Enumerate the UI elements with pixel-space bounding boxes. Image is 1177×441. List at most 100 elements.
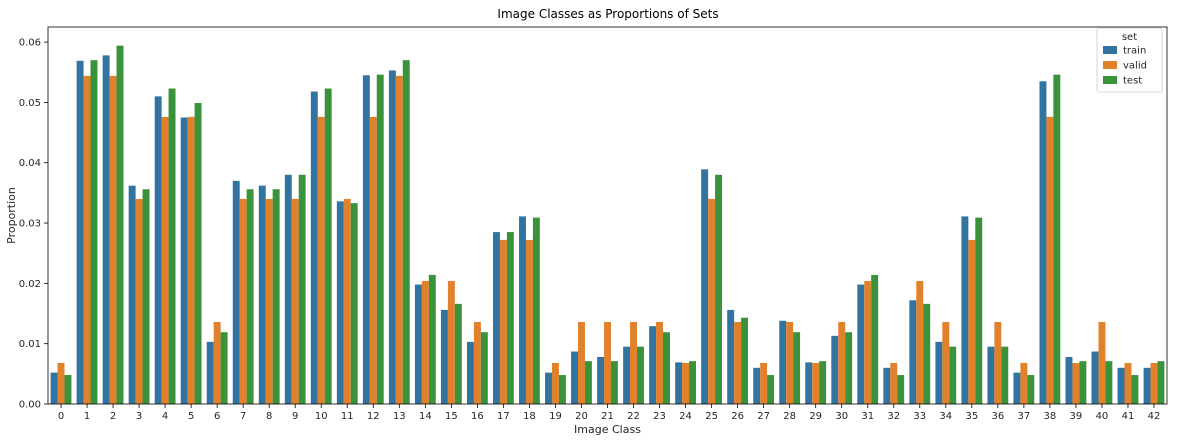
bar-test-1	[90, 60, 98, 405]
bar-valid-9	[291, 198, 299, 404]
bar-valid-4	[161, 116, 169, 404]
bar-train-30	[831, 335, 839, 404]
bar-valid-42	[1150, 362, 1158, 404]
x-tick-label: 8	[266, 411, 272, 422]
y-tick-label: 0.02	[19, 279, 41, 290]
bar-train-17	[492, 232, 500, 404]
bars-group	[50, 45, 1165, 405]
bar-train-6	[206, 341, 214, 404]
bar-test-19	[558, 375, 566, 404]
bar-valid-37	[1020, 362, 1028, 404]
bar-valid-22	[630, 321, 637, 404]
y-tick-label: 0.05	[19, 98, 41, 109]
x-tick-label: 38	[1044, 411, 1057, 422]
x-tick-label: 31	[861, 411, 874, 422]
x-tick-label: 34	[939, 411, 952, 422]
bar-train-11	[336, 201, 344, 404]
x-tick-label: 27	[757, 411, 770, 422]
bar-test-2	[116, 45, 124, 405]
bar-valid-23	[656, 321, 664, 404]
bar-train-40	[1091, 351, 1099, 404]
bar-valid-21	[604, 321, 611, 404]
bar-train-25	[701, 169, 709, 404]
bar-test-39	[1079, 361, 1087, 404]
bar-test-34	[949, 346, 957, 404]
x-tick-label: 39	[1070, 411, 1083, 422]
bar-valid-26	[734, 321, 742, 404]
bar-test-15	[454, 303, 462, 404]
bar-valid-16	[473, 321, 481, 404]
y-tick-label: 0.03	[19, 219, 41, 230]
bar-train-5	[180, 117, 188, 404]
bar-test-32	[897, 375, 905, 404]
bar-test-14	[428, 274, 436, 404]
bar-valid-31	[864, 280, 872, 404]
x-tick-label: 4	[162, 411, 168, 422]
y-tick-label: 0.00	[19, 400, 41, 411]
x-tick-label: 42	[1148, 411, 1161, 422]
bar-train-10	[310, 91, 318, 405]
bar-test-40	[1105, 361, 1113, 404]
bar-train-28	[779, 320, 787, 404]
bar-train-33	[909, 300, 917, 404]
bar-valid-40	[1098, 321, 1106, 404]
bar-test-4	[168, 88, 176, 404]
x-tick-label: 24	[679, 411, 692, 422]
legend-label-valid: valid	[1123, 61, 1147, 72]
bar-valid-32	[890, 362, 898, 404]
bar-test-9	[298, 174, 306, 404]
x-tick-label: 23	[653, 411, 666, 422]
x-tick-label: 33	[913, 411, 926, 422]
bar-valid-6	[213, 321, 221, 404]
bar-test-3	[142, 189, 150, 404]
x-axis-label: Image Class	[574, 423, 641, 436]
bar-train-1	[76, 60, 84, 404]
bar-train-39	[1065, 356, 1073, 404]
bar-valid-17	[499, 239, 507, 404]
x-tick-label: 9	[292, 411, 298, 422]
y-axis: 0.00 0.01 0.02 0.03 0.04 0.05 0.06	[19, 38, 48, 411]
x-tick-label: 7	[240, 411, 246, 422]
bar-valid-28	[786, 321, 794, 404]
bar-valid-2	[109, 75, 117, 405]
bar-train-16	[466, 341, 474, 404]
x-tick-label: 25	[705, 411, 718, 422]
bar-valid-35	[968, 239, 976, 404]
x-axis: 0 1 2 3 4 5 6 7 8 9 10 11 12 13 14 15 16 17 18 19 20 21 22 23 24…	[58, 404, 1161, 422]
bar-train-15	[440, 309, 448, 404]
x-tick-label: 22	[627, 411, 640, 422]
bar-valid-14	[421, 280, 429, 404]
bar-test-21	[610, 361, 618, 404]
bar-test-20	[584, 361, 592, 404]
bar-train-8	[258, 185, 266, 404]
x-tick-label: 12	[367, 411, 380, 422]
bar-test-16	[480, 332, 488, 404]
bar-train-21	[597, 356, 605, 404]
bar-test-12	[376, 74, 384, 404]
bar-valid-5	[187, 116, 195, 404]
bar-train-20	[571, 351, 579, 404]
bar-train-38	[1039, 81, 1047, 405]
bar-valid-3	[135, 198, 143, 404]
bar-test-31	[871, 274, 879, 404]
bar-test-8	[272, 189, 280, 404]
x-tick-label: 29	[809, 411, 822, 422]
y-tick-label: 0.04	[19, 158, 41, 169]
bar-test-5	[194, 103, 202, 404]
x-tick-label: 2	[110, 411, 116, 422]
x-tick-label: 6	[214, 411, 220, 422]
x-tick-label: 19	[549, 411, 562, 422]
bar-train-19	[545, 372, 552, 404]
bar-train-37	[1013, 372, 1021, 404]
bar-test-23	[663, 332, 670, 404]
legend-label-test: test	[1123, 76, 1142, 87]
bar-train-35	[961, 216, 969, 404]
legend-label-train: train	[1123, 46, 1146, 57]
legend-title: set	[1122, 32, 1137, 43]
bar-train-0	[50, 372, 58, 404]
x-tick-label: 10	[315, 411, 328, 422]
x-tick-label: 21	[601, 411, 614, 422]
bar-valid-24	[682, 362, 690, 404]
bar-test-30	[845, 332, 853, 404]
